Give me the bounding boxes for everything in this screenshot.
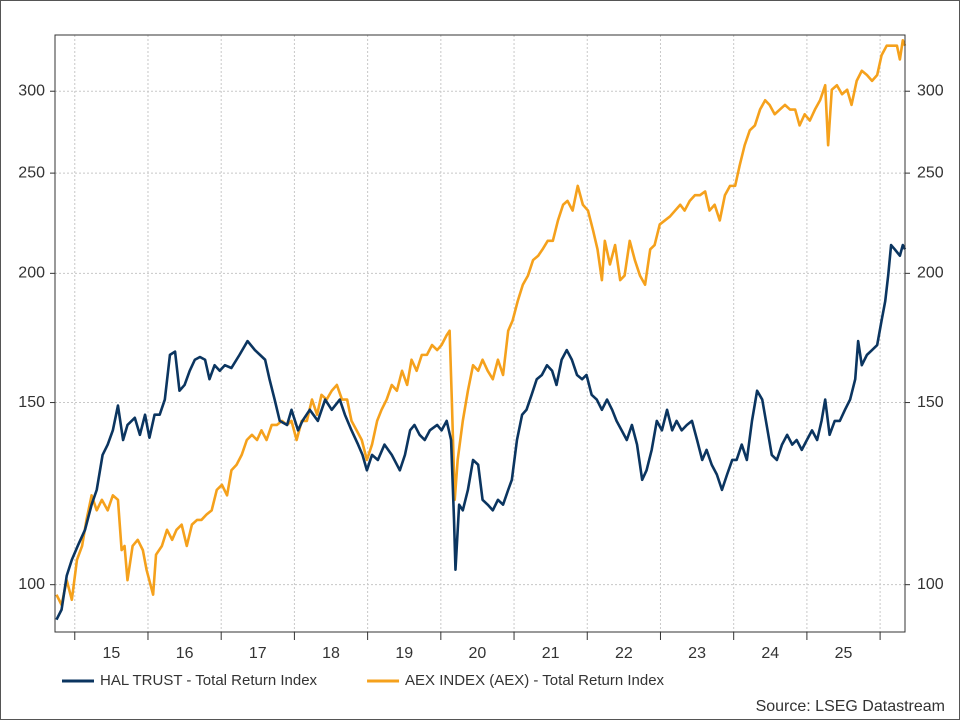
x-tick-label: 22 xyxy=(615,645,633,662)
series-line xyxy=(55,39,907,607)
y2-tick-label: 150 xyxy=(917,394,944,411)
x-tick-label: 24 xyxy=(761,645,779,662)
x-tick-label: 21 xyxy=(542,645,560,662)
x-tick-label: 16 xyxy=(176,645,194,662)
legend-label: AEX INDEX (AEX) - Total Return Index xyxy=(405,672,664,689)
y-tick-label: 300 xyxy=(18,82,45,99)
x-tick-label: 20 xyxy=(469,645,487,662)
source: Source: LSEG Datastream xyxy=(756,698,945,715)
plot-border xyxy=(54,34,906,633)
y-tick-label: 200 xyxy=(18,265,45,282)
y-tick-label: 150 xyxy=(18,394,45,411)
x-tick-label: 17 xyxy=(249,645,267,662)
x-tick-label: 19 xyxy=(395,645,413,662)
x-tick-label: 18 xyxy=(322,645,340,662)
y2-tick-label: 250 xyxy=(917,164,944,181)
y-tick-label: 100 xyxy=(18,576,45,593)
y2-tick-label: 200 xyxy=(917,265,944,282)
x-tick-label: 23 xyxy=(688,645,706,662)
series-line xyxy=(55,243,907,621)
y2-tick-label: 300 xyxy=(917,82,944,99)
x-tick-label: 25 xyxy=(835,645,853,662)
x-tick-label: 15 xyxy=(102,645,120,662)
legend-label: HAL TRUST - Total Return Index xyxy=(100,672,318,689)
y2-tick-label: 100 xyxy=(917,576,944,593)
y-tick-label: 250 xyxy=(18,164,45,181)
